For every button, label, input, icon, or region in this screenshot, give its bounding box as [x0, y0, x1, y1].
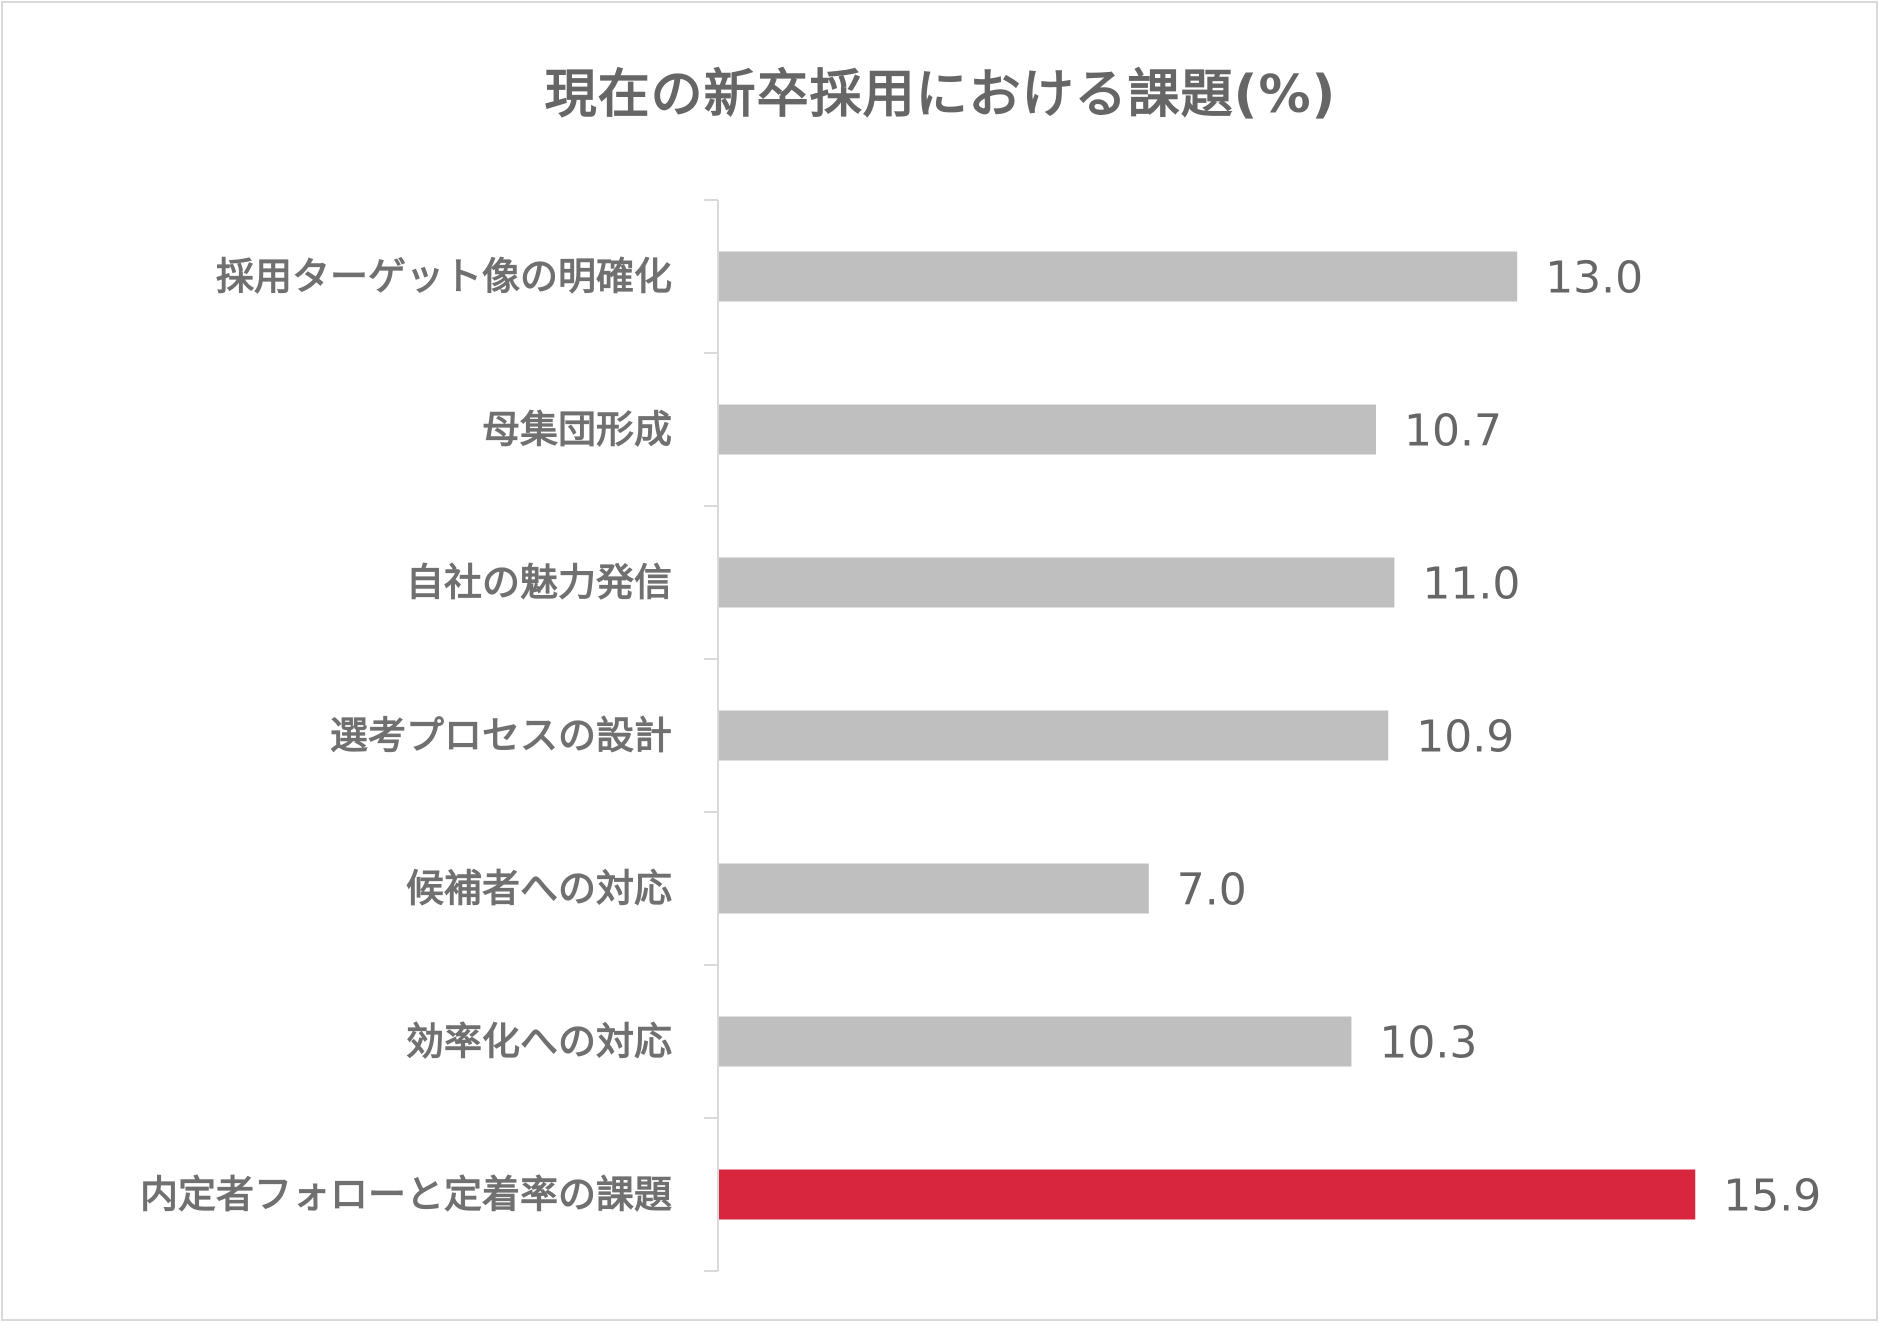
data-label: 10.9 — [1416, 712, 1514, 763]
category-label: 効率化への対応 — [406, 1020, 672, 1064]
category-label: 自社の魅力発信 — [406, 561, 672, 605]
bar — [719, 557, 1395, 608]
data-label: 7.0 — [1177, 865, 1247, 916]
data-label: 15.9 — [1723, 1171, 1821, 1222]
chart-title: 現在の新卒採用における課題(%) — [544, 65, 1337, 125]
data-label: 10.3 — [1379, 1018, 1477, 1069]
bar — [719, 404, 1376, 455]
bar — [719, 1016, 1352, 1067]
category-label: 内定者フォローと定着率の課題 — [140, 1173, 672, 1217]
bar — [719, 863, 1149, 914]
bar — [719, 251, 1518, 302]
data-label: 10.7 — [1404, 406, 1502, 457]
category-label: 候補者への対応 — [406, 867, 672, 911]
category-label: 選考プロセスの設計 — [330, 714, 672, 758]
data-label: 13.0 — [1545, 253, 1643, 304]
category-label: 母集団形成 — [482, 408, 672, 452]
bar — [719, 710, 1389, 761]
data-label: 11.0 — [1422, 559, 1520, 610]
bar — [719, 1169, 1696, 1220]
category-label: 採用ターゲット像の明確化 — [216, 255, 672, 299]
